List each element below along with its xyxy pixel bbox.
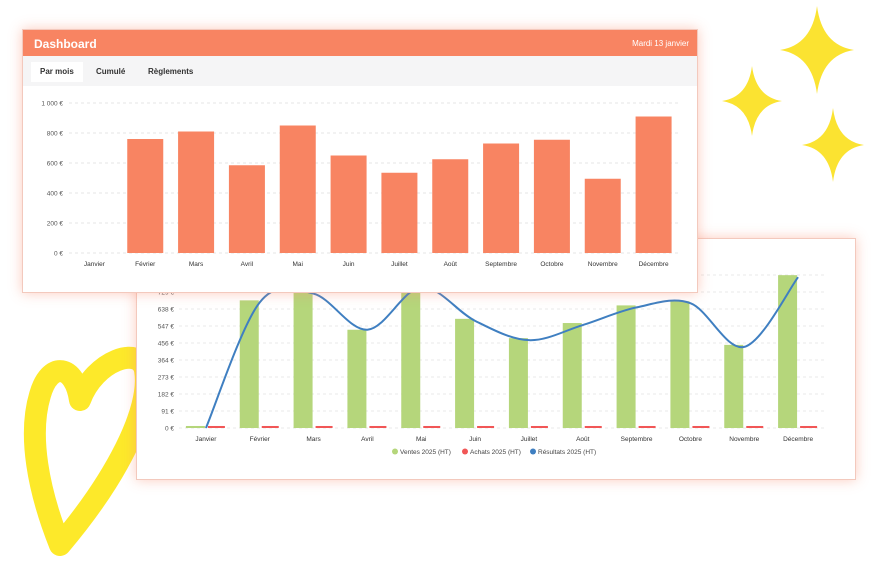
sparkle-icon — [780, 6, 854, 94]
bar-achats — [746, 425, 764, 428]
bar-achats — [638, 425, 656, 428]
y-tick-label: 1 000 € — [41, 101, 63, 108]
bar — [127, 139, 164, 253]
bar — [381, 172, 418, 253]
bar-achats — [423, 425, 441, 428]
x-tick-label: Août — [444, 261, 458, 268]
x-tick-label: Avril — [241, 261, 254, 268]
x-tick-label: Août — [576, 436, 590, 443]
bar-achats — [369, 425, 387, 428]
bar-ventes — [239, 300, 259, 428]
y-tick-label: 638 € — [158, 307, 175, 314]
y-tick-label: 0 € — [165, 426, 174, 433]
x-tick-label: Juin — [469, 436, 481, 443]
x-tick-label: Janvier — [84, 261, 106, 268]
bar-achats — [477, 425, 495, 428]
bar-ventes — [185, 425, 205, 428]
x-tick-label: Mars — [189, 261, 204, 268]
bar — [635, 116, 672, 253]
legend-label: Achats 2025 (HT) — [470, 449, 521, 456]
bar-ventes — [508, 338, 528, 428]
bar — [432, 159, 469, 253]
bar-achats — [207, 425, 225, 428]
legend-label: Résultats 2025 (HT) — [538, 449, 596, 456]
x-tick-label: Février — [250, 436, 271, 443]
yellow-heart-doodle — [23, 346, 157, 556]
legend-marker — [530, 448, 536, 455]
bar — [483, 143, 520, 253]
x-tick-label: Mars — [306, 436, 321, 443]
monthly-chart-area: 0 € 200 € 400 € 600 € 800 € 1 000 € Janvier Fév… — [29, 88, 691, 286]
bar-ventes — [562, 323, 582, 428]
x-tick-label: Novembre — [588, 261, 618, 268]
y-tick-label: 547 € — [158, 324, 175, 331]
page-title: Dashboard — [34, 37, 97, 51]
bar-ventes — [401, 285, 421, 428]
x-tick-label: Septembre — [485, 261, 517, 268]
bar — [279, 125, 316, 253]
y-tick-label: 600 € — [47, 161, 64, 168]
x-tick-label: Mai — [293, 261, 303, 268]
y-tick-label: 273 € — [158, 375, 175, 382]
x-tick-label: Décembre — [783, 436, 813, 443]
x-tick-label: Décembre — [639, 261, 669, 268]
bar-ventes — [455, 318, 475, 428]
tab-reglements[interactable]: Règlements — [148, 67, 194, 76]
dashboard-header: Dashboard Mardi 13 janvier — [23, 30, 697, 56]
sparkle-icon — [722, 66, 782, 136]
sparkle-icon — [802, 108, 864, 182]
current-date: Mardi 13 janvier — [632, 39, 689, 48]
y-tick-label: 400 € — [47, 191, 64, 198]
bar — [533, 139, 570, 253]
bar — [178, 131, 215, 253]
bar-achats — [800, 425, 818, 428]
bar — [330, 155, 367, 253]
y-tick-label: 364 € — [158, 358, 175, 365]
y-tick-label: 0 € — [54, 251, 63, 258]
legend-marker — [392, 448, 398, 455]
bar-ventes — [724, 344, 744, 428]
y-tick-label: 200 € — [47, 221, 64, 228]
y-tick-label: 456 € — [158, 341, 175, 348]
bar-achats — [584, 425, 602, 428]
x-tick-label: Février — [135, 261, 156, 268]
bar-ventes — [778, 275, 798, 428]
x-tick-label: Janvier — [195, 436, 217, 443]
y-tick-label: 729 € — [158, 290, 175, 297]
x-tick-label: Juin — [343, 261, 355, 268]
bar-ventes — [670, 301, 690, 428]
x-tick-label: Juillet — [521, 436, 538, 443]
dashboard-card: Dashboard Mardi 13 janvier Par mois Cumu… — [22, 29, 698, 293]
x-tick-label: Septembre — [621, 436, 653, 443]
y-tick-label: 91 € — [161, 409, 174, 416]
x-tick-label: Octobre — [679, 436, 703, 443]
x-tick-label: Octobre — [540, 261, 564, 268]
sales-purchases-results-chart: 0 € 91 € 182 € 273 € 364 € 456 € 547 € 638 € 729… — [158, 273, 825, 456]
bar — [584, 178, 621, 253]
bar-achats — [530, 425, 548, 428]
bar-achats — [261, 425, 279, 428]
bar — [228, 165, 265, 253]
y-tick-label: 182 € — [158, 392, 175, 399]
x-tick-label: Avril — [361, 436, 374, 443]
bar-ventes — [347, 329, 367, 428]
x-tick-label: Juillet — [391, 261, 408, 268]
tab-bar: Par mois Cumulé Règlements — [23, 56, 697, 86]
tab-par-mois[interactable]: Par mois — [31, 62, 83, 82]
x-tick-label: Mai — [416, 436, 426, 443]
monthly-revenue-chart: 0 € 200 € 400 € 600 € 800 € 1 000 € Janvier Fév… — [41, 101, 679, 268]
bar-achats — [692, 425, 710, 428]
legend-marker — [462, 448, 468, 455]
bar-ventes — [293, 291, 313, 428]
legend-label: Ventes 2025 (HT) — [400, 449, 451, 456]
tab-cumule[interactable]: Cumulé — [96, 67, 126, 76]
x-tick-label: Novembre — [729, 436, 759, 443]
bar-ventes — [616, 305, 636, 428]
y-tick-label: 800 € — [47, 131, 64, 138]
bar-achats — [315, 425, 333, 428]
